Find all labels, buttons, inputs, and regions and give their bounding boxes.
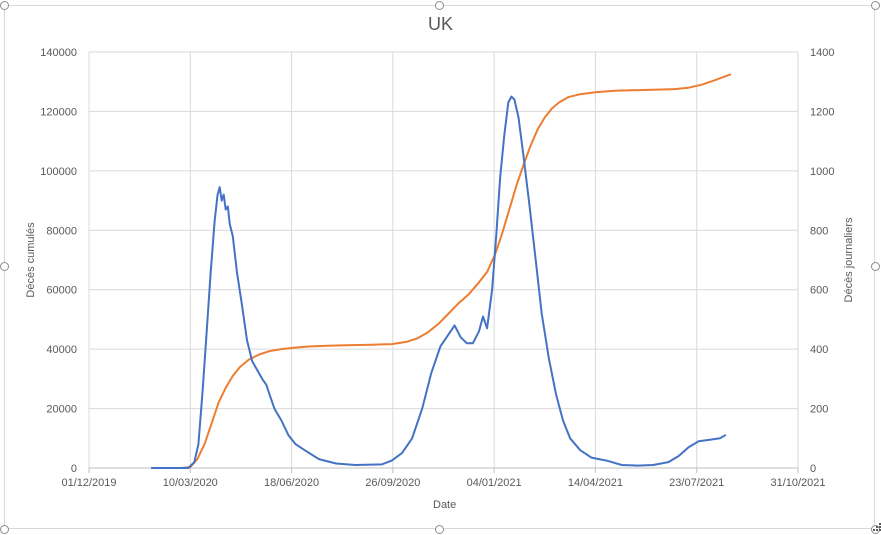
- y-left-tick-label: 20000: [46, 404, 77, 416]
- resize-handle-top-left[interactable]: [0, 1, 9, 10]
- x-tick-label: 10/03/2020: [163, 477, 218, 489]
- chart-title: UK: [427, 14, 453, 34]
- x-tick-label: 01/12/2019: [61, 477, 116, 489]
- y-right-tick-label: 1200: [810, 106, 834, 118]
- y-left-tick-label: 140000: [40, 47, 77, 59]
- series-line-cumulative-deaths[interactable]: [180, 73, 732, 469]
- y-right-tick-label: 200: [810, 404, 828, 416]
- y-right-tick-label: 600: [810, 285, 828, 297]
- x-tick-label: 31/10/2021: [770, 477, 825, 489]
- y-left-tick-label: 120000: [40, 106, 77, 118]
- y-left-tick-label: 100000: [40, 166, 77, 178]
- resize-handle-left[interactable]: [0, 262, 9, 271]
- y-right-tick-label: 400: [810, 344, 828, 356]
- resize-grip-icon[interactable]: [873, 523, 881, 531]
- y-right-tick-label: 0: [810, 463, 816, 475]
- x-axis-title: Date: [433, 499, 457, 511]
- series-line-daily-deaths[interactable]: [150, 95, 727, 469]
- y-right-tick-label: 800: [810, 225, 828, 237]
- x-tick-label: 23/07/2021: [669, 477, 724, 489]
- y-left-tick-label: 40000: [46, 344, 77, 356]
- y-left-tick-label: 80000: [46, 225, 77, 237]
- x-tick-label: 14/04/2021: [568, 477, 623, 489]
- y-right-tick-label: 1000: [810, 166, 834, 178]
- y-right-tick-label: 1400: [810, 47, 834, 59]
- resize-handle-bottom[interactable]: [435, 525, 444, 534]
- y-left-tick-label: 0: [71, 463, 77, 475]
- x-tick-label: 18/06/2020: [264, 477, 319, 489]
- resize-handle-bottom-left[interactable]: [0, 525, 9, 534]
- resize-handle-right[interactable]: [871, 262, 880, 271]
- resize-handle-top-right[interactable]: [871, 1, 880, 10]
- resize-handle-top[interactable]: [435, 1, 444, 10]
- y-left-tick-label: 60000: [46, 285, 77, 297]
- x-tick-label: 26/09/2020: [365, 477, 420, 489]
- x-tick-label: 04/01/2021: [467, 477, 522, 489]
